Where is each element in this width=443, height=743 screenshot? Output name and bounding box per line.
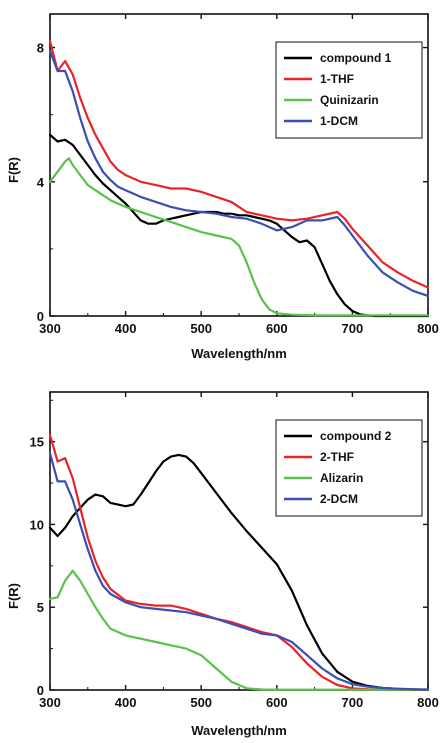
x-tick-label: 800 [417, 695, 439, 710]
legend-label: compound 1 [320, 51, 392, 65]
x-axis-title: Wavelength/nm [191, 723, 287, 738]
y-tick-label: 0 [37, 683, 44, 698]
series-line-compound-2 [48, 453, 430, 691]
y-tick-label: 15 [30, 435, 44, 450]
x-tick-label: 700 [342, 321, 364, 336]
x-tick-label: 700 [342, 695, 364, 710]
chart-panel-2: 300 400 500 600 700 800 0 5 10 15 Wavelength/nm F(R… [6, 391, 439, 738]
x-tick-label: 400 [115, 321, 137, 336]
legend: compound 2 2-THF Alizarin 2-DCM [275, 419, 423, 517]
legend: compound 1 1-THF Quinizarin 1-DCM [275, 41, 423, 139]
legend-label: 2-THF [320, 450, 354, 464]
y-tick-label: 0 [37, 309, 44, 324]
x-tick-label: 500 [190, 695, 212, 710]
x-tick-label: 400 [115, 695, 137, 710]
legend-label: 2-DCM [320, 492, 358, 506]
legend-label: Quinizarin [320, 93, 379, 107]
legend-label: 1-THF [320, 72, 354, 86]
series-line-alizarin [48, 569, 430, 691]
legend-label: Alizarin [320, 471, 363, 485]
legend-label: compound 2 [320, 429, 392, 443]
series-line-quinizarin [48, 157, 430, 317]
y-axis-title: F(R) [6, 157, 21, 183]
x-tick-label: 300 [39, 695, 61, 710]
x-tick-label: 300 [39, 321, 61, 336]
chart-panel-1: 300 400 500 600 700 800 0 4 8 Wavelength/nm F(R) co… [6, 13, 439, 361]
y-axis-title: F(R) [6, 583, 21, 609]
series-line-1-thf [48, 39, 430, 289]
x-tick-label: 800 [417, 321, 439, 336]
series-line-2-thf [48, 433, 430, 691]
x-tick-label: 600 [266, 695, 288, 710]
x-axis-title: Wavelength/nm [191, 346, 287, 361]
y-tick-label: 8 [37, 41, 44, 56]
legend-label: 1-DCM [320, 114, 358, 128]
series-line-compound-1 [48, 133, 430, 318]
series-line-1-dcm [48, 49, 430, 297]
y-tick-label: 4 [37, 175, 45, 190]
x-tick-label: 500 [190, 321, 212, 336]
y-tick-label: 10 [30, 517, 44, 532]
x-tick-label: 600 [266, 321, 288, 336]
y-tick-label: 5 [37, 600, 44, 615]
series-line-2-dcm [48, 452, 430, 691]
